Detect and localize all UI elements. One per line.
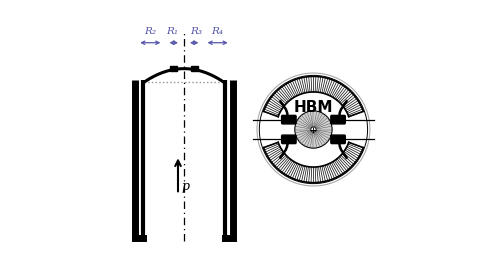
Text: R₃: R₃ (190, 27, 202, 36)
Text: HBM: HBM (294, 100, 333, 115)
Text: R₂: R₂ (144, 27, 156, 36)
Text: R₄: R₄ (212, 27, 224, 36)
Bar (191, 66, 198, 71)
Circle shape (311, 127, 316, 132)
FancyBboxPatch shape (282, 135, 296, 144)
Text: p: p (182, 180, 190, 193)
FancyBboxPatch shape (331, 116, 345, 124)
Circle shape (295, 111, 332, 148)
Text: R₁: R₁ (166, 27, 178, 36)
FancyBboxPatch shape (282, 116, 296, 124)
FancyBboxPatch shape (331, 135, 345, 144)
Bar (170, 66, 177, 71)
